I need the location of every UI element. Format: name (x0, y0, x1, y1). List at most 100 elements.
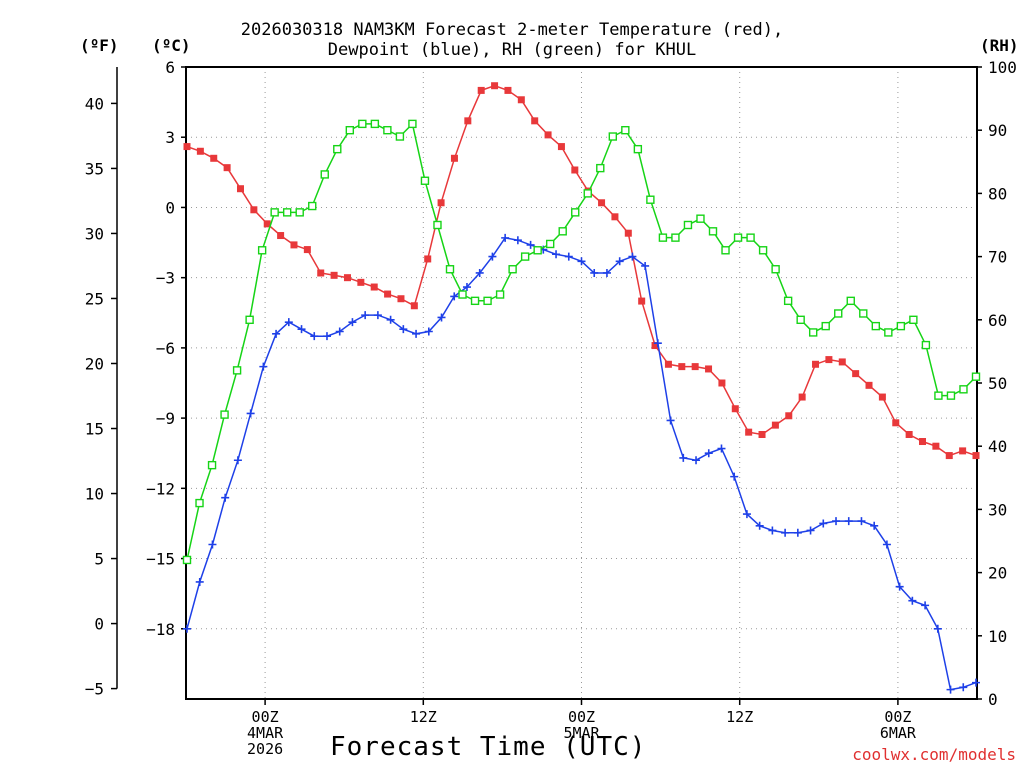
dewpoint-point (628, 252, 637, 261)
temperature-point (798, 393, 806, 401)
temperature-point (330, 271, 338, 279)
dewpoint-point (972, 678, 980, 687)
fahrenheit-tick-label: 0 (94, 615, 104, 634)
dewpoint-point (882, 540, 891, 549)
temperature-point (410, 302, 418, 310)
temperature-point (838, 358, 846, 366)
temperature-point (236, 185, 244, 193)
dewpoint-point (704, 449, 713, 458)
dewpoint-point (272, 329, 281, 338)
dewpoint-point (221, 493, 230, 502)
dewpoint-point (933, 624, 942, 633)
temperature-point (959, 447, 967, 455)
rh-point (909, 315, 918, 324)
temperature-point (611, 213, 619, 221)
temperature-point (557, 143, 565, 151)
dewpoint-point (501, 233, 510, 242)
fahrenheit-tick-label: −5 (85, 680, 104, 699)
rh-point (608, 132, 618, 141)
temperature-point (183, 143, 191, 151)
dewpoint-point (844, 517, 853, 526)
temperature-point (771, 421, 779, 429)
dewpoint-point (284, 318, 293, 327)
x-tick-label: 4MAR (247, 724, 284, 742)
dewpoint-point (832, 517, 841, 526)
rh-line (186, 122, 977, 561)
fahrenheit-tick-label: 15 (85, 420, 104, 439)
x-tick-label: 00Z (884, 708, 911, 726)
dewpoint-point (590, 268, 599, 277)
rh-point (921, 340, 931, 350)
dewpoint-point (806, 526, 815, 535)
temperature-point (812, 360, 820, 368)
x-axis-title: Forecast Time (UTC) (330, 732, 647, 762)
dewpoint-point (602, 268, 611, 277)
dewpoint-point (412, 329, 421, 338)
rh-point (445, 265, 455, 274)
rh-point (796, 315, 805, 324)
temperature-point (317, 269, 325, 277)
rh-point (270, 208, 279, 217)
rh-point (946, 391, 956, 400)
dewpoint-point (195, 577, 204, 586)
rh-point (859, 309, 868, 318)
temperature-point (718, 379, 726, 387)
rh-point (333, 144, 342, 154)
watermark: coolwx.com/models (852, 745, 1016, 764)
fahrenheit-tick-label: 35 (85, 159, 104, 178)
rh-point (633, 144, 643, 154)
rh-point (733, 233, 743, 242)
rh-point (370, 119, 380, 129)
temperature-point (865, 381, 873, 389)
celsius-tick-label: −6 (156, 339, 175, 358)
rh-tick-label: 50 (988, 374, 1007, 393)
temperature-point (196, 147, 204, 155)
dewpoint-point (399, 325, 408, 334)
rh-tick-label: 30 (988, 500, 1007, 519)
dewpoint-point (437, 313, 446, 322)
temperature-point (290, 241, 298, 249)
dewpoint-point (666, 416, 675, 425)
rh-point (345, 125, 355, 135)
dewpoint-point (959, 683, 968, 692)
dewpoint-point (322, 332, 331, 341)
dewpoint-point (373, 311, 382, 320)
temperature-point (638, 297, 646, 305)
rh-tick-label: 80 (988, 184, 1007, 203)
dewpoint-point (679, 453, 688, 462)
x-tick-label: 12Z (410, 708, 437, 726)
dewpoint-point (653, 339, 662, 348)
rh-point (721, 246, 730, 255)
rh-point (408, 119, 417, 129)
temperature-point (945, 452, 953, 460)
temperature-point (250, 206, 258, 214)
temperature-point (531, 117, 539, 125)
dewpoint-point (310, 332, 319, 341)
temperature-point (517, 96, 525, 104)
rh-point (959, 385, 968, 394)
rh-tick-label: 0 (988, 690, 998, 709)
dewpoint-point (233, 456, 242, 465)
dewpoint-point (183, 624, 191, 633)
dewpoint-point (513, 236, 522, 245)
rh-point (934, 391, 943, 400)
celsius-tick-label: −18 (146, 620, 175, 639)
temperature-point (544, 131, 552, 139)
rh-point (771, 265, 780, 274)
temperature-point (303, 246, 311, 254)
dewpoint-point (564, 252, 573, 261)
rh-point (583, 189, 592, 198)
dewpoint-point (895, 582, 904, 591)
x-tick-label: 2026 (247, 740, 283, 758)
rh-point (458, 290, 467, 299)
rh-tick-label: 20 (988, 564, 1007, 583)
dewpoint-point (246, 409, 255, 418)
celsius-tick-label: 6 (165, 58, 175, 77)
x-tick-label: 00Z (568, 708, 595, 726)
rh-point (808, 328, 818, 337)
rh-point (282, 208, 292, 217)
dewpoint-point (641, 261, 650, 270)
temperature-point (424, 255, 432, 263)
rh-tick-label: 40 (988, 437, 1007, 456)
